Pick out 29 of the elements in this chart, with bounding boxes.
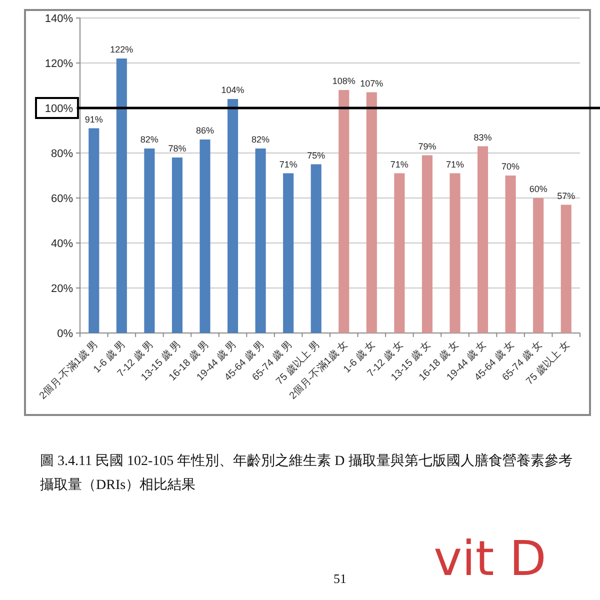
- data-label: 75%: [307, 150, 326, 160]
- y-tick-label: 120%: [44, 58, 74, 70]
- y-tick-label: 140%: [44, 13, 74, 25]
- y-tick-label: 0%: [57, 328, 74, 340]
- caption: 圖 3.4.11 民國 102-105 年性別、年齡別之維生素 D 攝取量與第七版國人膳食營養素參考攝取量（DRIs）相比結果: [40, 452, 574, 495]
- y-tick-label: 40%: [50, 238, 74, 250]
- data-label: 71%: [446, 159, 464, 170]
- data-label: 79%: [418, 141, 436, 152]
- data-label: 71%: [279, 159, 298, 170]
- data-label: 83%: [474, 132, 492, 142]
- y-tick-label: 60%: [50, 193, 74, 205]
- data-label: 82%: [252, 134, 270, 144]
- y-tick-label: 80%: [50, 148, 74, 160]
- data-label: 122%: [110, 44, 134, 54]
- y-tick-label: 20%: [50, 283, 74, 295]
- data-label: 107%: [360, 78, 384, 88]
- text: vit D: [434, 531, 546, 587]
- data-label: 60%: [529, 184, 548, 194]
- text: 51: [334, 571, 346, 586]
- data-label: 57%: [557, 190, 576, 201]
- data-label: 82%: [140, 134, 158, 144]
- y-tick-label: 100%: [44, 103, 74, 115]
- data-label: 78%: [168, 144, 186, 154]
- data-label: 108%: [332, 76, 356, 86]
- data-label: 86%: [196, 126, 214, 136]
- data-label: 104%: [221, 85, 244, 95]
- data-label: 91%: [84, 114, 103, 124]
- data-label: 71%: [390, 159, 408, 170]
- data-label: 70%: [502, 162, 520, 172]
